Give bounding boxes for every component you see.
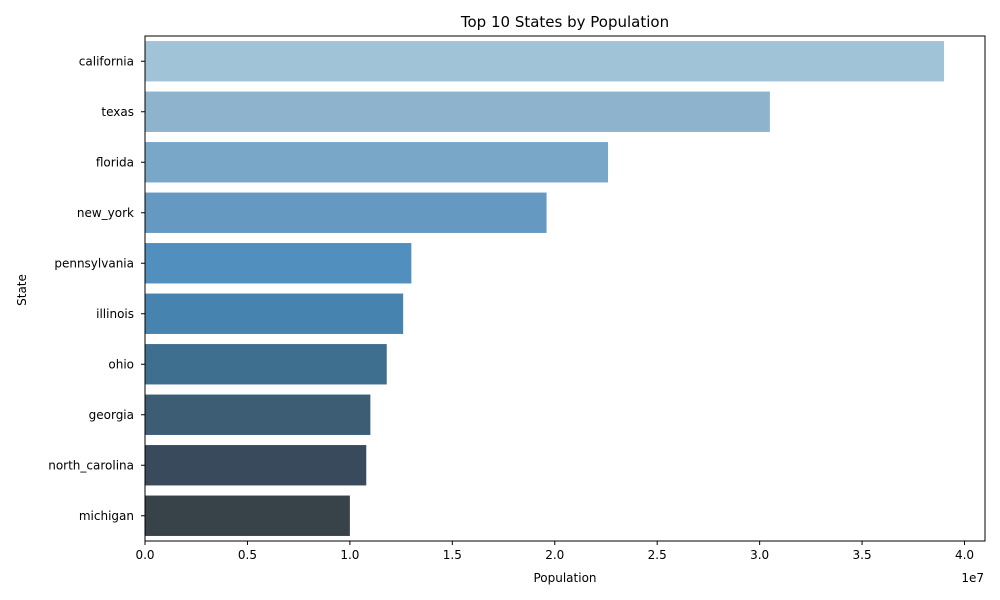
y-tick-label: illinois bbox=[96, 307, 134, 321]
x-tick-label: 3.0 bbox=[750, 548, 769, 562]
y-tick-label: california bbox=[79, 54, 134, 68]
plot-frame bbox=[144, 35, 986, 542]
bar-california bbox=[145, 41, 945, 82]
x-axis-ticks: 0.0 0.5 1.0 1.5 2.0 2.5 3.0 3.5 4.0 bbox=[135, 541, 974, 562]
bar-north_carolina bbox=[145, 445, 367, 486]
y-tick-label: texas bbox=[101, 105, 134, 119]
bar-florida bbox=[145, 142, 609, 183]
bar-pennsylvania bbox=[145, 243, 412, 284]
x-tick-label: 3.5 bbox=[853, 548, 872, 562]
y-tick-label: georgia bbox=[89, 408, 134, 422]
x-tick-label: 4.0 bbox=[955, 548, 974, 562]
x-tick-label: 0.5 bbox=[238, 548, 257, 562]
bar-new_york bbox=[145, 192, 547, 233]
bar-ohio bbox=[145, 344, 387, 385]
x-tick-label: 1.0 bbox=[340, 548, 359, 562]
bar-michigan bbox=[145, 495, 350, 536]
y-axis-ticks: california texas florida new_york pennsylvan… bbox=[48, 54, 145, 523]
y-tick-label: michigan bbox=[79, 509, 134, 523]
bar-texas bbox=[145, 91, 770, 132]
x-tick-label: 0.0 bbox=[135, 548, 154, 562]
y-tick-label: north_carolina bbox=[48, 458, 134, 472]
bar-illinois bbox=[145, 293, 404, 334]
x-axis-scale-label: 1e7 bbox=[961, 571, 984, 585]
x-tick-label: 2.0 bbox=[545, 548, 564, 562]
bars-group bbox=[145, 41, 945, 536]
bar-georgia bbox=[145, 394, 371, 435]
y-tick-label: ohio bbox=[108, 357, 134, 371]
x-tick-label: 2.5 bbox=[648, 548, 667, 562]
chart-title: Top 10 States by Population bbox=[460, 13, 669, 31]
x-axis-label: Population bbox=[533, 571, 596, 585]
y-tick-label: pennsylvania bbox=[54, 256, 134, 270]
y-tick-label: new_york bbox=[77, 206, 134, 220]
x-tick-label: 1.5 bbox=[443, 548, 462, 562]
y-axis-label: State bbox=[15, 274, 29, 306]
y-tick-label: florida bbox=[96, 155, 134, 169]
